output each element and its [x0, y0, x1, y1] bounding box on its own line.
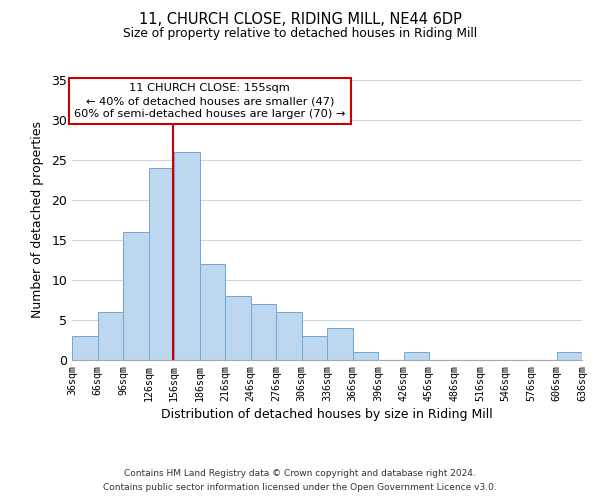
Text: Contains HM Land Registry data © Crown copyright and database right 2024.: Contains HM Land Registry data © Crown c… [124, 468, 476, 477]
Text: 11 CHURCH CLOSE: 155sqm
← 40% of detached houses are smaller (47)
60% of semi-de: 11 CHURCH CLOSE: 155sqm ← 40% of detache… [74, 83, 346, 119]
X-axis label: Distribution of detached houses by size in Riding Mill: Distribution of detached houses by size … [161, 408, 493, 421]
Bar [302, 336, 327, 360]
Bar [557, 352, 582, 360]
Text: 11, CHURCH CLOSE, RIDING MILL, NE44 6DP: 11, CHURCH CLOSE, RIDING MILL, NE44 6DP [139, 12, 461, 28]
Bar [225, 296, 251, 360]
Bar [174, 152, 200, 360]
Bar [72, 336, 97, 360]
Bar [404, 352, 429, 360]
Bar [327, 328, 353, 360]
Bar [251, 304, 276, 360]
Bar [149, 168, 174, 360]
Bar [123, 232, 149, 360]
Bar [200, 264, 225, 360]
Text: Contains public sector information licensed under the Open Government Licence v3: Contains public sector information licen… [103, 484, 497, 492]
Bar [97, 312, 123, 360]
Text: Size of property relative to detached houses in Riding Mill: Size of property relative to detached ho… [123, 28, 477, 40]
Bar [276, 312, 302, 360]
Bar [353, 352, 378, 360]
Y-axis label: Number of detached properties: Number of detached properties [31, 122, 44, 318]
